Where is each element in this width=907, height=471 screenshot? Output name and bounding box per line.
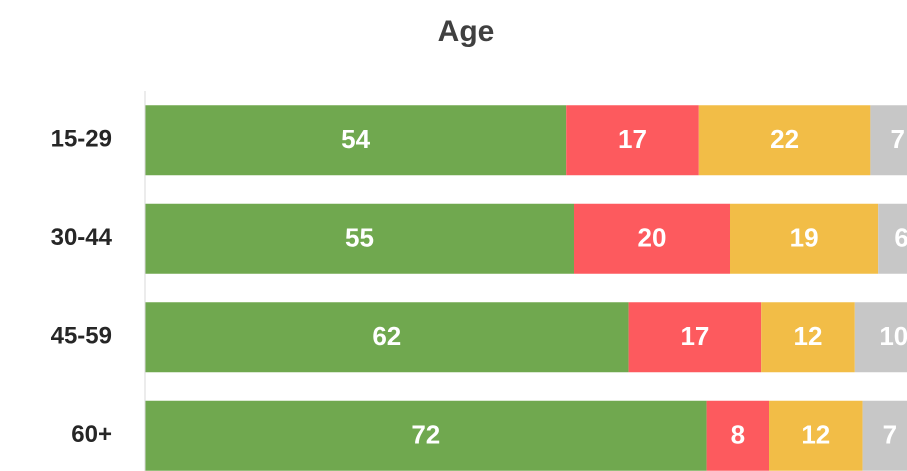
y-tick-label: 30-44 [51,224,113,251]
bar-segment [145,203,574,274]
bar-segment [878,203,907,274]
bar-segment [761,302,855,373]
bar-segment [769,400,863,471]
bar-segment [566,105,699,176]
bar-segment [145,105,567,176]
y-tick-label: 60+ [71,421,112,448]
data-label: 54 [341,124,370,154]
data-label: 17 [680,321,709,351]
bar-segment [854,302,907,373]
data-label: 22 [770,124,799,154]
data-label: 19 [790,223,819,253]
data-label: 7 [883,420,897,450]
data-label: 7 [890,124,904,154]
bar-segment [574,203,730,274]
bar-segment [730,203,879,274]
bar-segment [870,105,907,176]
bar-segment [706,400,769,471]
bar-segment [698,105,871,176]
data-label: 72 [411,420,440,450]
y-tick-label: 45-59 [51,323,112,350]
chart-title: Age [438,15,495,48]
data-label: 6 [894,223,907,253]
data-label: 12 [801,420,830,450]
bar-segment [628,302,762,373]
bar-segment [145,302,629,373]
data-label: 55 [345,223,374,253]
data-label: 12 [794,321,823,351]
data-label: 17 [618,124,647,154]
bar-segment [145,400,707,471]
data-label: 62 [372,321,401,351]
data-label: 20 [638,223,667,253]
y-tick-label: 15-29 [51,126,112,153]
bar-segment [862,400,907,471]
data-label: 8 [731,420,745,450]
data-label: 10 [879,321,907,351]
